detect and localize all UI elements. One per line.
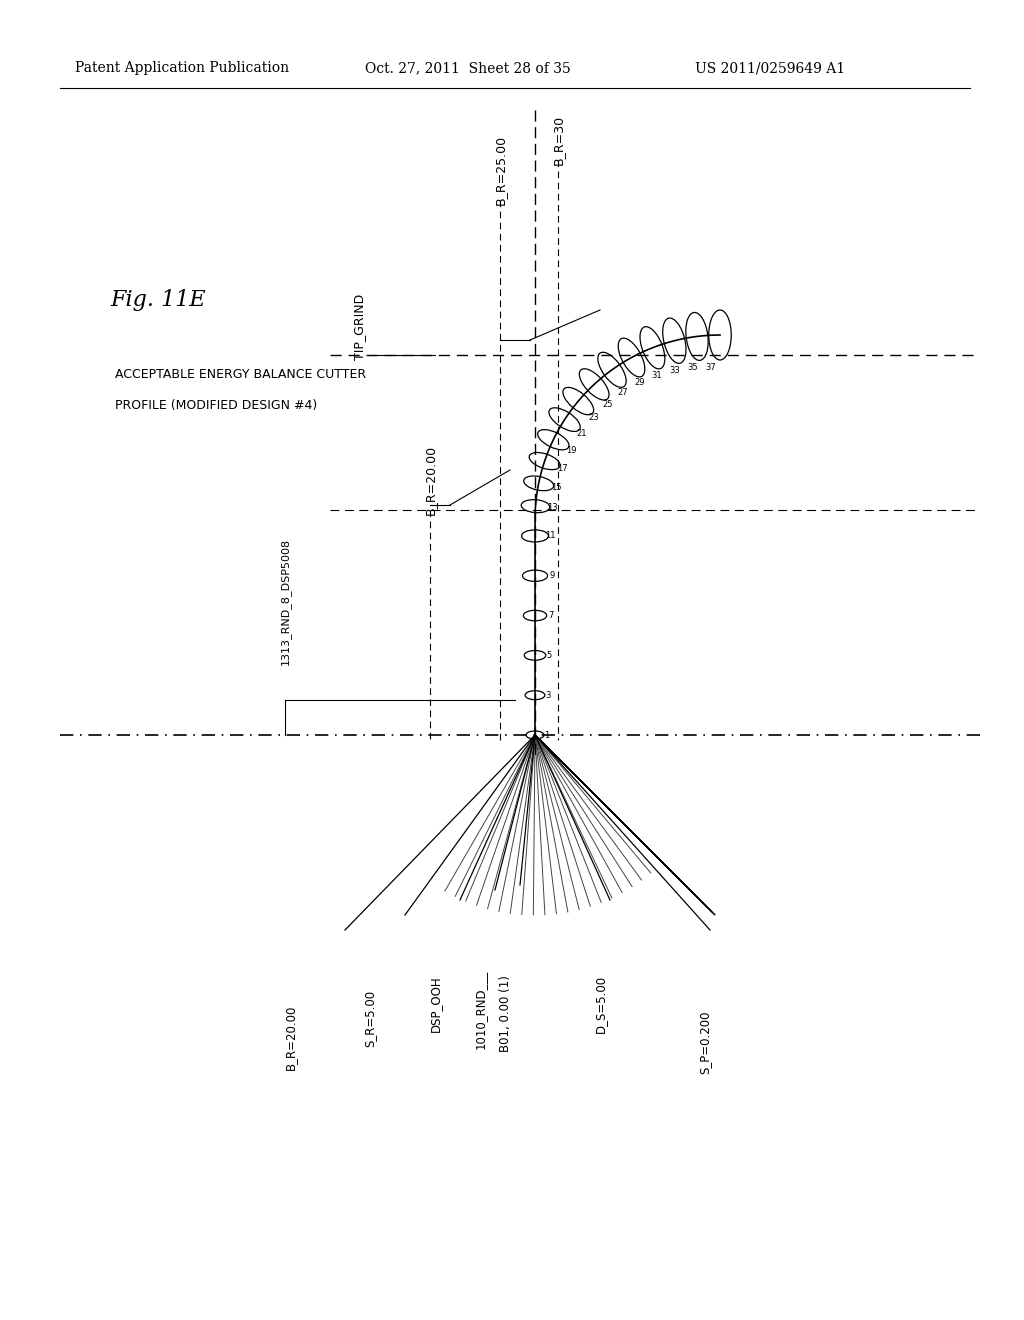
Text: 35: 35	[687, 363, 698, 372]
Text: Oct. 27, 2011  Sheet 28 of 35: Oct. 27, 2011 Sheet 28 of 35	[365, 61, 570, 75]
Text: TIP_GRIND: TIP_GRIND	[353, 294, 367, 360]
Text: B01, 0.00 (1): B01, 0.00 (1)	[499, 975, 512, 1052]
Text: 13: 13	[547, 503, 557, 512]
Text: S_P=0.200: S_P=0.200	[698, 1010, 712, 1073]
Text: 23: 23	[589, 413, 599, 422]
Text: 11: 11	[546, 532, 556, 540]
Text: Fig. 11E: Fig. 11E	[110, 289, 206, 312]
Text: 25: 25	[602, 400, 613, 409]
Text: 9: 9	[549, 572, 555, 581]
Text: ACCEPTABLE ENERGY BALANCE CUTTER: ACCEPTABLE ENERGY BALANCE CUTTER	[115, 368, 367, 381]
Text: 21: 21	[577, 429, 587, 438]
Text: B_R=20.00: B_R=20.00	[284, 1005, 297, 1071]
Text: B_R=30: B_R=30	[552, 115, 564, 165]
Text: 1010_RND___: 1010_RND___	[473, 970, 486, 1049]
Text: 37: 37	[706, 363, 716, 372]
Text: 7: 7	[548, 611, 553, 620]
Text: B_R=25.00: B_R=25.00	[494, 135, 507, 205]
Text: D_S=5.00: D_S=5.00	[594, 975, 606, 1034]
Text: Patent Application Publication: Patent Application Publication	[75, 61, 289, 75]
Text: PROFILE (MODIFIED DESIGN #4): PROFILE (MODIFIED DESIGN #4)	[115, 399, 317, 412]
Text: 1313_RND_8_DSP5008: 1313_RND_8_DSP5008	[280, 537, 291, 665]
Text: DSP_OOH: DSP_OOH	[428, 975, 441, 1032]
Text: 5: 5	[547, 651, 552, 660]
Text: 29: 29	[634, 379, 645, 387]
Text: 33: 33	[669, 366, 680, 375]
Text: 31: 31	[651, 371, 663, 380]
Text: 19: 19	[565, 446, 577, 454]
Text: 17: 17	[557, 463, 567, 473]
Text: B_R=20.00: B_R=20.00	[424, 445, 436, 515]
Text: 1: 1	[545, 730, 550, 739]
Text: 15: 15	[551, 483, 561, 492]
Text: US 2011/0259649 A1: US 2011/0259649 A1	[695, 61, 845, 75]
Text: S_R=5.00: S_R=5.00	[364, 990, 377, 1047]
Text: 3: 3	[546, 690, 551, 700]
Text: 27: 27	[617, 388, 629, 397]
